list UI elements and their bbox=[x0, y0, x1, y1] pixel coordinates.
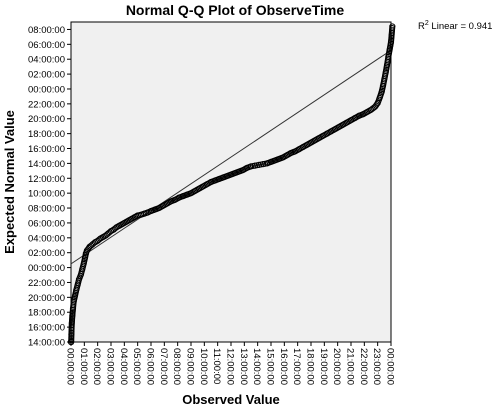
x-tick-label: 03:00:00 bbox=[105, 348, 116, 385]
x-tick-label: 10:00:00 bbox=[198, 348, 209, 385]
reference-line-group bbox=[70, 49, 392, 265]
y-tick-label: 12:00:00 bbox=[28, 174, 65, 185]
x-tick-label: 16:00:00 bbox=[278, 348, 289, 385]
y-tick-label: 18:00:00 bbox=[28, 129, 65, 140]
x-tick-label: 18:00:00 bbox=[305, 348, 316, 385]
y-axis-title: Expected Normal Value bbox=[2, 110, 17, 254]
y-tick-label: 00:00:00 bbox=[28, 84, 65, 95]
x-tick-label: 20:00:00 bbox=[331, 348, 342, 385]
x-tick-label: 19:00:00 bbox=[318, 348, 329, 385]
x-tick-label: 04:00:00 bbox=[118, 348, 129, 385]
y-tick-label: 16:00:00 bbox=[28, 144, 65, 155]
chart-title: Normal Q-Q Plot of ObserveTime bbox=[126, 2, 345, 18]
y-tick-label: 08:00:00 bbox=[28, 25, 65, 36]
y-tick-label: 22:00:00 bbox=[28, 99, 65, 110]
x-tick-label: 01:00:00 bbox=[78, 348, 89, 385]
y-tick-label: 14:00:00 bbox=[28, 338, 65, 349]
x-axis-title: Observed Value bbox=[182, 392, 280, 407]
y-tick-label: 14:00:00 bbox=[28, 159, 65, 170]
data-point bbox=[389, 23, 396, 30]
y-tick-label: 06:00:00 bbox=[28, 40, 65, 51]
y-axis: 14:00:00 16:00:00 18:00:00 20:00:00 22:00:00… bbox=[28, 25, 71, 349]
y-tick-label: 16:00:00 bbox=[28, 323, 65, 334]
y-tick-label: 20:00:00 bbox=[28, 293, 65, 304]
y-tick-label: 04:00:00 bbox=[28, 55, 65, 66]
y-tick-label: 08:00:00 bbox=[28, 204, 65, 215]
x-tick-label: 05:00:00 bbox=[131, 348, 142, 385]
x-tick-label: 09:00:00 bbox=[185, 348, 196, 385]
data-point bbox=[373, 101, 380, 108]
x-tick-label: 00:00:00 bbox=[385, 348, 396, 385]
x-tick-label: 23:00:00 bbox=[371, 348, 382, 385]
x-tick-label: 17:00:00 bbox=[291, 348, 302, 385]
y-tick-label: 06:00:00 bbox=[28, 218, 65, 229]
x-axis: 00:00:00 01:00:00 02:00:00 03:00:00 04:00:00… bbox=[65, 342, 396, 385]
y-tick-label: 00:00:00 bbox=[28, 263, 65, 274]
r-squared-superscript: 2 bbox=[425, 20, 429, 27]
x-tick-label: 07:00:00 bbox=[158, 348, 169, 385]
y-tick-label: 18:00:00 bbox=[28, 308, 65, 319]
y-tick-label: 22:00:00 bbox=[28, 278, 65, 289]
x-tick-label: 22:00:00 bbox=[358, 348, 369, 385]
x-tick-label: 00:00:00 bbox=[65, 348, 76, 385]
x-tick-label: 21:00:00 bbox=[345, 348, 356, 385]
y-tick-label: 02:00:00 bbox=[28, 248, 65, 259]
x-tick-label: 11:00:00 bbox=[211, 348, 222, 384]
r-squared-annotation: R2 Linear = 0.941 bbox=[418, 20, 492, 32]
y-tick-label: 20:00:00 bbox=[28, 114, 65, 125]
x-tick-label: 15:00:00 bbox=[265, 348, 276, 385]
y-tick-label: 10:00:00 bbox=[28, 189, 65, 200]
x-tick-label: 06:00:00 bbox=[145, 348, 156, 385]
plot-area bbox=[70, 21, 392, 343]
r-squared-value: Linear = 0.941 bbox=[429, 21, 493, 32]
reference-line bbox=[70, 49, 392, 265]
r-squared-label: R bbox=[418, 21, 425, 32]
x-tick-label: 14:00:00 bbox=[251, 348, 262, 385]
data-points bbox=[67, 23, 396, 346]
x-tick-label: 02:00:00 bbox=[91, 348, 102, 385]
x-tick-label: 13:00:00 bbox=[238, 348, 249, 385]
x-tick-label: 12:00:00 bbox=[225, 348, 236, 385]
x-tick-label: 08:00:00 bbox=[171, 348, 182, 385]
y-tick-label: 02:00:00 bbox=[28, 70, 65, 81]
y-tick-label: 04:00:00 bbox=[28, 233, 65, 244]
